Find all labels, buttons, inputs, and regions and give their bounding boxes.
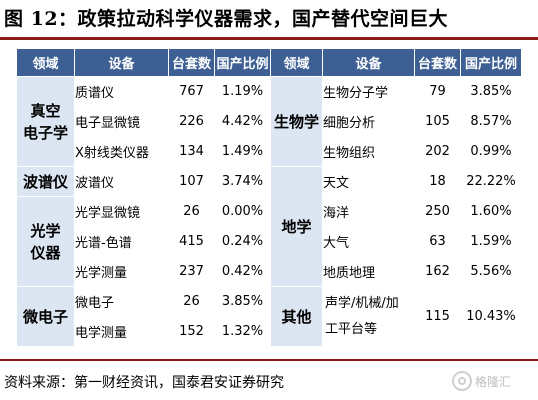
header-domain-right: 领域 <box>270 48 323 77</box>
device-cell: 电学测量 <box>74 316 169 347</box>
table-row: 光学测量 237 0.42% 地质地理 162 5.56% <box>17 256 522 287</box>
category-cell: 波谱仪 <box>16 166 75 197</box>
ratio-cell: 3.74% <box>214 166 271 197</box>
table-row: 光谱-色谱 415 0.24% 大气 63 1.59% <box>17 226 522 257</box>
ratio-cell: 22.22% <box>460 166 522 197</box>
category-cell: 地学 <box>270 166 323 287</box>
category-cell: 微电子 <box>16 286 75 347</box>
device-cell: 波谱仪 <box>74 166 169 197</box>
device-cell: 大气 <box>322 226 415 257</box>
ratio-cell: 1.32% <box>214 316 271 347</box>
header-device-right: 设备 <box>322 48 415 77</box>
table-row: 真空 电子学 质谱仪 767 1.19% 生物学 生物分子学 79 3.85% <box>16 76 522 167</box>
count-cell: 105 <box>414 106 461 137</box>
count-cell: 79 <box>414 76 461 107</box>
ratio-cell: 1.59% <box>460 226 522 257</box>
count-cell: 152 <box>168 316 215 347</box>
device-cell: 光学测量 <box>74 256 169 287</box>
source-note: 资料来源：第一财经资讯，国泰君安证券研究 <box>4 375 284 391</box>
ratio-cell: 10.43% <box>460 286 522 347</box>
device-cell: 生物组织 <box>322 136 415 167</box>
ratio-cell: 1.19% <box>214 76 271 107</box>
count-cell: 115 <box>414 286 461 347</box>
footer-rule <box>0 359 538 361</box>
table-row: X射线类仪器 134 1.49% 生物组织 202 0.99% <box>17 136 522 167</box>
figure-title: 图 12：政策拉动科学仪器需求，国产替代空间巨大 <box>4 8 449 30</box>
title-rule <box>0 37 538 40</box>
count-cell: 250 <box>414 196 461 227</box>
ratio-cell: 1.60% <box>460 196 522 227</box>
device-cell: 光学显微镜 <box>74 196 169 227</box>
ratio-cell: 0.99% <box>460 136 522 167</box>
header-domain-left: 领域 <box>16 48 75 77</box>
count-cell: 202 <box>414 136 461 167</box>
ratio-cell: 8.57% <box>460 106 522 137</box>
count-cell: 107 <box>168 166 215 197</box>
ratio-cell: 3.85% <box>460 76 522 107</box>
instrument-table: 领域 设备 台套数 国产比例 领域 设备 台套数 国产比例 真空 电子学 质谱仪 … <box>16 48 522 347</box>
device-cell: 质谱仪 <box>74 76 169 107</box>
device-cell: 电子显微镜 <box>74 106 169 137</box>
category-cell: 光学 仪器 <box>16 196 75 287</box>
device-cell: 声学/机械/加 工平台等 <box>322 286 415 347</box>
device-cell: 海洋 <box>322 196 415 227</box>
category-cell: 真空 电子学 <box>16 76 75 167</box>
ratio-cell: 5.56% <box>460 256 522 287</box>
count-cell: 18 <box>414 166 461 197</box>
count-cell: 767 <box>168 76 215 107</box>
ratio-cell: 4.42% <box>214 106 271 137</box>
count-cell: 415 <box>168 226 215 257</box>
count-cell: 63 <box>414 226 461 257</box>
count-cell: 162 <box>414 256 461 287</box>
ratio-cell: 3.85% <box>214 286 271 317</box>
table-row: 光学 仪器 光学显微镜 26 0.00% 海洋 250 1.60% <box>16 196 522 287</box>
header-count-left: 台套数 <box>168 48 215 77</box>
watermark-text: 格隆汇 <box>475 374 512 389</box>
count-cell: 226 <box>168 106 215 137</box>
ratio-cell: 1.49% <box>214 136 271 167</box>
watermark-logo-icon <box>452 371 472 391</box>
count-cell: 237 <box>168 256 215 287</box>
ratio-cell: 0.42% <box>214 256 271 287</box>
header-ratio-right: 国产比例 <box>460 48 522 77</box>
category-cell: 其他 <box>270 286 323 347</box>
ratio-cell: 0.00% <box>214 196 271 227</box>
device-cell: 光谱-色谱 <box>74 226 169 257</box>
device-cell: 微电子 <box>74 286 169 317</box>
device-cell: 细胞分析 <box>322 106 415 137</box>
table-row: 波谱仪 波谱仪 107 3.74% 地学 天文 18 22.22% <box>16 166 522 287</box>
device-cell: 地质地理 <box>322 256 415 287</box>
header-device-left: 设备 <box>74 48 169 77</box>
device-cell: 生物分子学 <box>322 76 415 107</box>
table-row: 电学测量 152 1.32% <box>17 316 522 347</box>
category-cell: 生物学 <box>270 76 323 167</box>
table-header-row: 领域 设备 台套数 国产比例 领域 设备 台套数 国产比例 <box>16 48 522 77</box>
header-ratio-left: 国产比例 <box>214 48 271 77</box>
device-cell: 天文 <box>322 166 415 197</box>
table-row: 电子显微镜 226 4.42% 细胞分析 105 8.57% <box>17 106 522 137</box>
ratio-cell: 0.24% <box>214 226 271 257</box>
device-cell: X射线类仪器 <box>74 136 169 167</box>
count-cell: 26 <box>168 286 215 317</box>
count-cell: 134 <box>168 136 215 167</box>
count-cell: 26 <box>168 196 215 227</box>
watermark: 格隆汇 <box>452 368 530 394</box>
table-row: 微电子 微电子 26 3.85% 其他 声学/机械/加 工平台等 115 10.4… <box>16 286 522 347</box>
header-count-right: 台套数 <box>414 48 461 77</box>
